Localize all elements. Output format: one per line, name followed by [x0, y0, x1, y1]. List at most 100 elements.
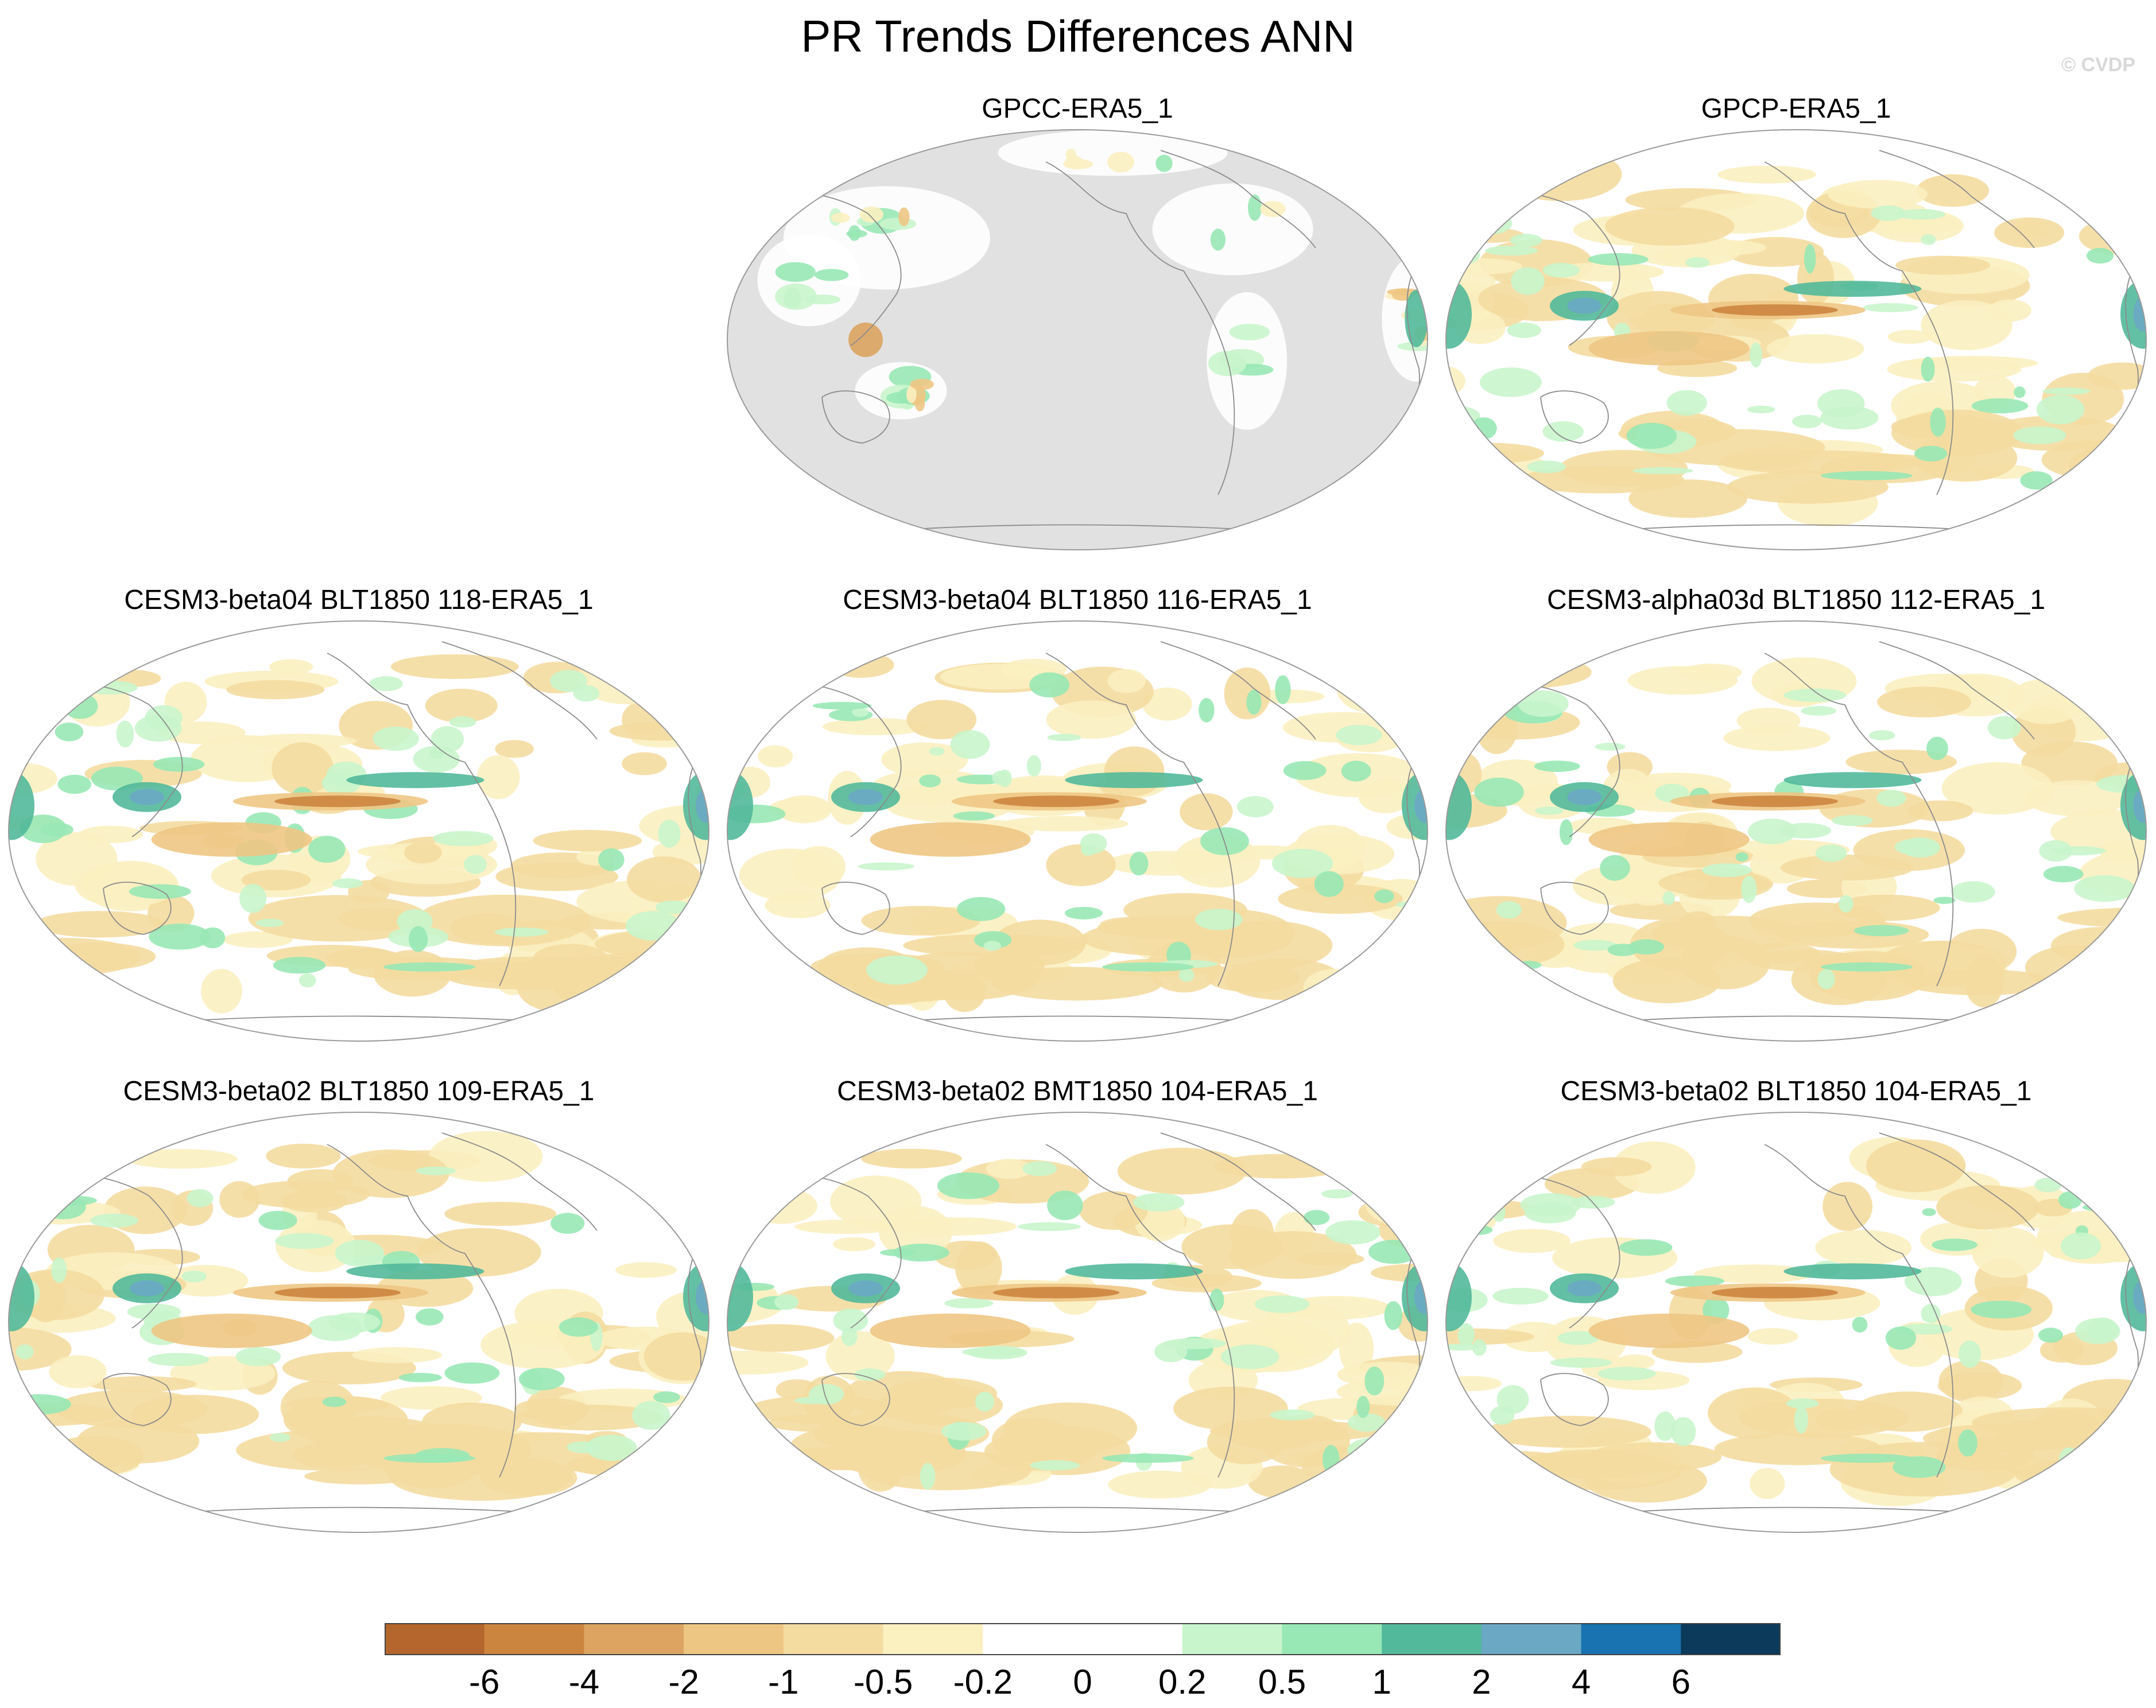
map-outline	[1445, 1112, 2147, 1533]
southern-dry-band	[2002, 1443, 2120, 1480]
wet-anomaly-region	[298, 973, 316, 988]
dry-anomaly-region	[1828, 180, 1928, 209]
dry-anomaly-region	[1466, 656, 1592, 689]
land-dry-anomaly	[914, 395, 925, 412]
dry-anomaly-region	[1493, 1229, 1571, 1253]
dry-anomaly-region	[758, 745, 793, 768]
dry-anomaly-region	[9, 1447, 51, 1501]
dry-anomaly-region	[34, 911, 166, 938]
wet-anomaly-region	[494, 927, 549, 937]
wet-anomaly-region	[1702, 863, 1752, 878]
colorbar-tick-label: 6	[1671, 1663, 1690, 1701]
dry-anomaly-region	[1988, 299, 2031, 322]
wet-anomaly-region	[1209, 1288, 1224, 1311]
map-beta02-bmt-104	[727, 1112, 1428, 1533]
wet-anomaly-region	[1081, 844, 1096, 856]
wet-anomaly-region	[1178, 968, 1195, 982]
dry-anomaly-region	[1224, 667, 1271, 720]
land-wet-anomaly	[1210, 228, 1226, 251]
wet-anomaly-region	[941, 1422, 987, 1441]
land-wet-anomaly	[1208, 351, 1247, 376]
wet-anomaly-region	[1959, 1340, 1981, 1368]
wet-anomaly-region	[893, 1243, 949, 1262]
wet-anomaly-region	[431, 726, 464, 752]
wet-anomaly-region	[1195, 909, 1243, 930]
dry-anomaly-region	[822, 718, 929, 736]
wet-anomaly-region	[962, 1347, 1025, 1357]
wet-anomaly-region	[145, 705, 183, 731]
wet-anomaly-region	[573, 685, 600, 702]
wet-anomaly-region	[1654, 1411, 1676, 1441]
panel-beta02-blt-104: CESM3-beta02 BLT1850 104-ERA5_1	[1443, 1076, 2149, 1535]
dry-anomaly-region	[727, 934, 763, 949]
coastline	[1879, 641, 2035, 740]
wet-anomaly-region	[1597, 1367, 1657, 1381]
wet-anomaly-region	[1199, 698, 1215, 723]
wet-anomaly-region	[1794, 1405, 1808, 1434]
southern-dry-band	[860, 1450, 1032, 1490]
colorbar-tick-label: 4	[1571, 1663, 1591, 1701]
colorbar-swatch	[1581, 1623, 1681, 1655]
wet-anomaly-region	[1619, 1239, 1673, 1256]
land-wet-anomaly	[1397, 341, 1428, 351]
dry-anomaly-region	[727, 965, 795, 996]
wet-anomaly-region	[1527, 460, 1566, 473]
wet-anomaly-region	[658, 1431, 705, 1458]
wet-anomaly-region	[322, 1396, 347, 1407]
southern-dry-band	[1749, 902, 1886, 938]
wet-anomaly-region	[1336, 724, 1382, 746]
dry-anomaly-region	[1694, 1264, 1814, 1283]
colorbar-tick-label: -0.5	[853, 1663, 913, 1701]
dry-anomaly-region	[627, 856, 702, 903]
equatorial-dry-core	[1712, 304, 1839, 316]
wet-anomaly-region	[416, 1166, 456, 1175]
wet-anomaly-region	[1662, 891, 1675, 905]
coastline	[1632, 1015, 1960, 1021]
wet-anomaly-region	[974, 931, 1012, 949]
dry-anomaly-region	[79, 825, 144, 843]
wet-anomaly-region	[1490, 1406, 1515, 1425]
map-gpcp	[1445, 129, 2147, 550]
wet-anomaly-region	[1271, 849, 1333, 878]
dry-anomaly-region	[727, 1457, 802, 1480]
coastline	[195, 1507, 523, 1512]
wet-anomaly-region	[1356, 1396, 1370, 1418]
dry-anomaly-region	[1736, 708, 1801, 734]
wet-anomaly-region	[1869, 730, 1895, 740]
dry-anomaly-region	[1180, 793, 1233, 830]
dry-anomaly-region	[49, 1355, 107, 1388]
coastline	[821, 1373, 890, 1426]
itcz-wet-band	[1065, 1263, 1203, 1280]
wet-anomaly-region	[373, 726, 419, 751]
maritime-continent-dry	[848, 323, 883, 357]
land-wet-anomaly	[879, 218, 917, 230]
indian-ocean-wet-core	[130, 1280, 164, 1296]
coastline	[1764, 1144, 1954, 1478]
dry-anomaly-region	[1942, 762, 2054, 815]
indian-ocean-wet-core	[1567, 1280, 1602, 1296]
wet-anomaly-region	[625, 911, 681, 941]
wet-anomaly-region	[1792, 414, 1822, 429]
colorbar-swatches	[385, 1623, 1781, 1655]
colorbar-tick-label: -2	[668, 1663, 699, 1701]
dry-anomaly-region	[1450, 975, 1544, 1011]
wet-anomaly-region	[1626, 422, 1677, 449]
wet-anomaly-region	[90, 1213, 138, 1228]
map-beta02-blt-109	[8, 1112, 709, 1533]
southern-dry-band	[747, 1395, 895, 1424]
wet-anomaly-region	[866, 955, 928, 985]
dry-anomaly-region	[88, 1376, 197, 1392]
wet-anomaly-region	[646, 1162, 665, 1184]
dry-anomaly-region	[366, 845, 498, 884]
wet-anomaly-region	[1364, 1366, 1385, 1396]
wet-anomaly-region	[1030, 1460, 1080, 1471]
wet-anomaly-region	[149, 923, 211, 950]
map-outline	[8, 620, 709, 1042]
itcz-wet-band	[1783, 281, 1922, 297]
colorbar-border	[385, 1623, 1781, 1655]
panel-title: GPCC-ERA5_1	[982, 94, 1173, 124]
coastline	[821, 882, 890, 935]
coastline	[1632, 524, 1960, 530]
dry-anomaly-region	[1877, 686, 1972, 718]
map-alpha03d-112	[1445, 620, 2147, 1042]
